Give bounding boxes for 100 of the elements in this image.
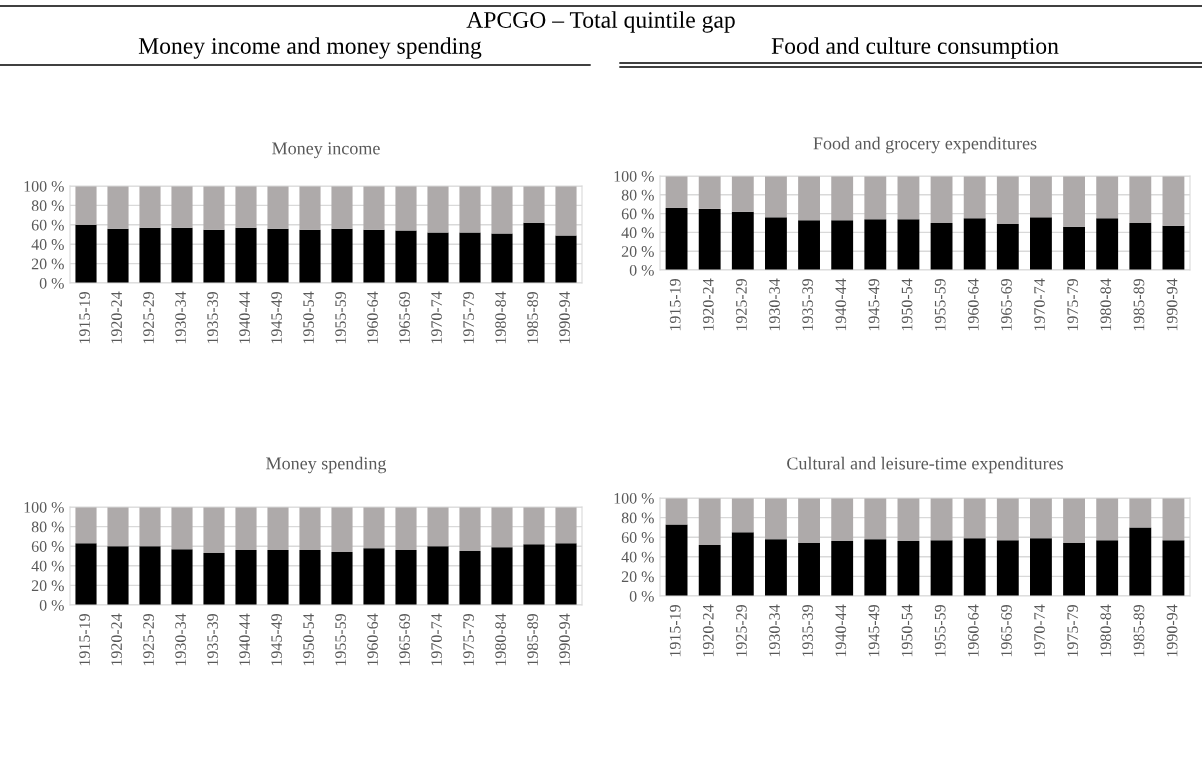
bar [171, 227, 193, 283]
x-tick-label: 1925-29 [736, 604, 747, 657]
y-tick-label: 100 % [24, 501, 64, 513]
x-tick-label: 1985-89 [527, 291, 538, 344]
bar [523, 222, 545, 283]
x-tick-label: 1915-19 [669, 604, 681, 657]
x-tick-label: 1945-49 [271, 613, 282, 666]
bar [203, 507, 225, 554]
bar [139, 546, 161, 605]
bar [235, 507, 257, 551]
x-tick-label: 1955-59 [335, 613, 346, 666]
bar [897, 176, 920, 220]
bar [698, 498, 721, 546]
bar [171, 507, 193, 550]
bar [1063, 498, 1085, 544]
x-tick-label: 1940-44 [835, 604, 847, 657]
y-tick-label: 60 % [31, 219, 64, 231]
x-tick-label: 1985-89 [527, 613, 538, 666]
bar [996, 176, 1019, 224]
bar [798, 176, 820, 221]
x-tick-label: 1980-84 [495, 291, 506, 344]
bar [698, 545, 721, 596]
x-tick-label: 1980-84 [1100, 604, 1112, 657]
x-tick-label: 1930-34 [175, 613, 186, 666]
y-tick-label: 80 % [621, 512, 654, 524]
bar [299, 229, 321, 283]
bar [203, 186, 225, 230]
x-tick-label: 1990-94 [559, 291, 570, 344]
x-tick-label: 1965-69 [1001, 278, 1012, 331]
y-tick-label: 40 % [621, 227, 654, 239]
bar [1162, 540, 1185, 596]
bar [299, 186, 321, 230]
bar [395, 507, 417, 551]
bar [731, 176, 754, 212]
bar [930, 498, 953, 541]
bar [1096, 540, 1119, 596]
x-tick-label: 1970-74 [431, 291, 442, 344]
x-tick-label: 1975-79 [1067, 278, 1079, 331]
x-tick-label: 1915-19 [79, 613, 90, 666]
text: Food and culture consumption [771, 37, 1059, 59]
bar [491, 233, 513, 283]
bar [555, 186, 577, 236]
y-tick-label: 80 % [31, 521, 64, 533]
bar [698, 208, 721, 270]
bar [765, 176, 787, 218]
x-tick-label: 1925-29 [143, 613, 154, 666]
x-tick-label: 1965-69 [1001, 604, 1012, 657]
bar [1030, 538, 1052, 596]
bar [831, 176, 854, 221]
x-tick-label: 1955-59 [934, 278, 946, 331]
bar [897, 219, 920, 270]
y-tick-label: 20 % [31, 580, 64, 592]
x-tick-label: 1940-44 [835, 278, 847, 331]
bar [731, 498, 754, 533]
bar [996, 223, 1019, 270]
y-tick-label: 40 % [621, 551, 654, 563]
x-tick-label: 1940-44 [239, 291, 250, 344]
x-tick-label: 1920-24 [111, 613, 122, 666]
bar [107, 546, 129, 605]
y-tick-label: 0 % [39, 277, 64, 289]
y-tick-label: 80 % [621, 189, 654, 201]
x-tick-label: 1930-34 [769, 604, 780, 657]
x-tick-label: 1955-59 [335, 291, 346, 344]
bar [963, 176, 986, 219]
bar [171, 186, 193, 228]
bar [299, 507, 321, 551]
bar [798, 220, 820, 270]
bar [1162, 498, 1185, 541]
x-tick-label: 1930-34 [769, 278, 780, 331]
x-tick-label: 1960-64 [367, 613, 378, 666]
bar [1129, 498, 1152, 528]
bar [665, 176, 688, 208]
bar [963, 538, 986, 596]
bar [1162, 225, 1185, 270]
bar [765, 498, 787, 540]
bar [427, 186, 449, 233]
text: APCGO – Total quintile gap [466, 11, 735, 33]
x-tick-label: 1950-54 [303, 613, 314, 666]
x-tick-label: 1925-29 [736, 278, 747, 331]
bar [363, 507, 385, 549]
bar [1063, 226, 1085, 270]
bar [897, 498, 920, 542]
bar [203, 229, 225, 283]
x-tick-label: 1935-39 [207, 613, 218, 666]
bar [897, 541, 920, 596]
bar [459, 232, 481, 283]
bar [491, 507, 513, 548]
chart-title: Food and grocery expenditures [813, 136, 1037, 154]
bar [459, 186, 481, 233]
y-tick-label: 100 % [24, 180, 64, 192]
bar [331, 228, 353, 283]
bar [831, 541, 854, 596]
x-tick-label: 1990-94 [1166, 604, 1178, 657]
y-tick-label: 0 % [39, 599, 64, 611]
x-tick-label: 1965-69 [399, 291, 410, 344]
bar [491, 186, 513, 234]
y-tick-label: 20 % [31, 258, 64, 270]
bar [203, 553, 225, 605]
bar [139, 227, 161, 283]
bar [139, 507, 161, 547]
